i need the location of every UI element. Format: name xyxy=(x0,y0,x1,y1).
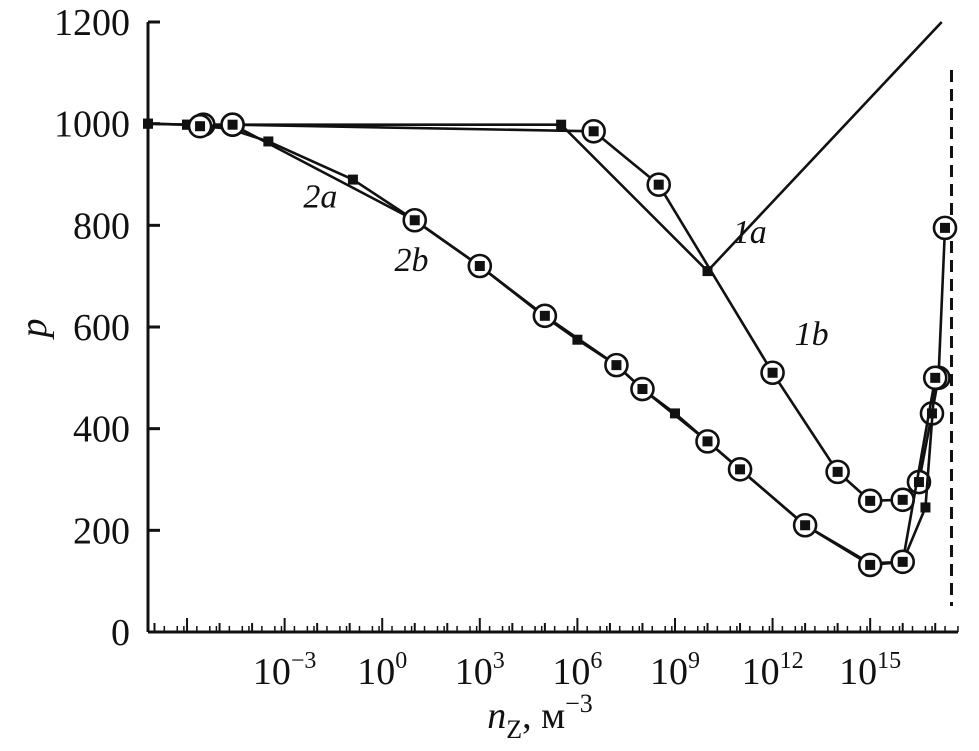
data-point-marker-2b xyxy=(800,520,811,531)
data-point-marker-2b xyxy=(735,464,746,475)
curve-labels: 1a 1b 2a 2b xyxy=(303,179,828,353)
y-tick-label: 400 xyxy=(73,409,130,451)
data-point-marker-1b xyxy=(939,222,950,233)
y-tick-label: 800 xyxy=(73,205,130,247)
curve-label-2a: 2a xyxy=(303,179,337,216)
data-point-2a xyxy=(143,118,153,129)
x-tick-label: 10−3 xyxy=(253,648,317,693)
x-tick-label: 103 xyxy=(455,648,505,693)
y-tick-label: 600 xyxy=(73,307,130,349)
data-point-2a xyxy=(669,408,680,419)
data-point-2a xyxy=(347,174,358,185)
x-tick-label: 106 xyxy=(552,648,602,693)
y-tick-label: 200 xyxy=(73,510,130,552)
x-axis-unit: , м xyxy=(522,695,565,737)
x-axis-label: nZ, м−3 xyxy=(487,689,593,744)
y-tick-label: 0 xyxy=(111,612,130,654)
curve-label-2b: 2b xyxy=(394,242,428,279)
y-axis-label: p xyxy=(13,319,55,341)
x-axis-unit-exponent: −3 xyxy=(565,689,593,718)
x-tick-label: 1012 xyxy=(742,648,804,693)
data-point-1a xyxy=(556,119,567,130)
data-point-marker-1b xyxy=(897,494,908,505)
data-point-marker-2b xyxy=(611,360,622,371)
data-point-1a xyxy=(702,266,713,277)
data-point-marker-1b xyxy=(865,495,876,506)
data-point-marker-2b xyxy=(409,215,420,226)
x-tick-label: 109 xyxy=(650,648,700,693)
data-point-marker-1b xyxy=(588,126,599,137)
data-point-marker-2b xyxy=(227,119,238,130)
y-tick-label: 1200 xyxy=(54,2,130,44)
axes: 0 200 400 600 800 1000 1200 10−3 100 103 106 109 101… xyxy=(54,2,959,693)
data-point-marker-2b xyxy=(539,310,550,321)
x-axis-symbol: n xyxy=(487,695,506,737)
data-point-marker-1b xyxy=(913,477,924,488)
series-line-1a xyxy=(147,21,943,273)
data-point-marker-2b xyxy=(474,261,485,271)
x-tick-label: 100 xyxy=(357,648,407,693)
data-point-marker-1b xyxy=(653,179,664,190)
data-point-marker-2b xyxy=(865,559,876,570)
curve-label-1a: 1a xyxy=(733,214,767,251)
data-point-2a xyxy=(263,136,274,147)
curve-label-1b: 1b xyxy=(795,316,829,353)
data-point-marker-2b xyxy=(930,372,941,383)
data-point-marker-2b xyxy=(637,384,648,395)
x-axis-subscript: Z xyxy=(506,715,522,744)
x-tick-label: 1015 xyxy=(839,648,901,693)
data-point-marker-1b xyxy=(832,466,843,477)
series-layer xyxy=(143,21,958,578)
data-point-2a xyxy=(920,502,931,513)
data-point-marker-1b xyxy=(767,367,778,378)
y-tick-label: 1000 xyxy=(54,104,130,146)
data-point-marker-2b xyxy=(897,556,908,567)
data-point-marker-2b xyxy=(195,121,206,132)
data-point-marker-2b xyxy=(702,436,713,447)
data-point-2a xyxy=(182,119,193,130)
